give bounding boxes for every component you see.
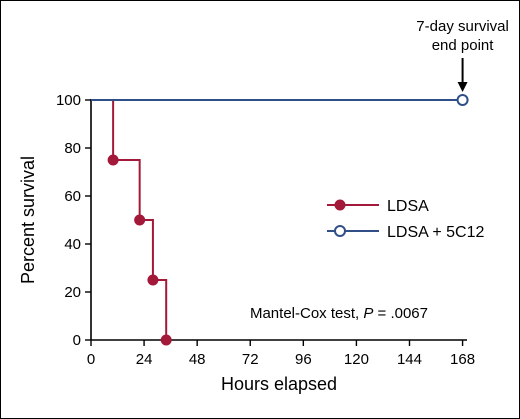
legend-label-0: LDSA bbox=[387, 198, 429, 215]
mantel-cox-prefix: Mantel-Cox test, bbox=[250, 305, 363, 322]
y-tick-label-0: 0 bbox=[73, 332, 81, 349]
y-tick-label-40: 40 bbox=[64, 236, 81, 253]
series-0-point-1 bbox=[134, 214, 146, 226]
mantel-cox-suffix: = .0067 bbox=[373, 305, 428, 322]
series-line-0 bbox=[91, 99, 168, 340]
endpoint-arrow-head bbox=[457, 82, 468, 92]
legend-marker-0 bbox=[334, 199, 346, 211]
y-tick-label-80: 80 bbox=[64, 140, 81, 157]
endpoint-label-line2: end point bbox=[432, 37, 495, 54]
series-0-point-3 bbox=[160, 334, 172, 346]
series-0-point-0 bbox=[107, 154, 119, 166]
x-tick-label-24: 24 bbox=[136, 351, 153, 368]
y-tick-label-20: 20 bbox=[64, 284, 81, 301]
mantel-cox-annotation: Mantel-Cox test, P = .0067 bbox=[250, 305, 428, 322]
series-1-point-0 bbox=[456, 94, 469, 106]
legend: LDSA LDSA + 5C12 bbox=[327, 198, 485, 241]
x-axis-title: Hours elapsed bbox=[221, 374, 337, 394]
annotations: 7-day survival end point Mantel-Cox test… bbox=[250, 18, 509, 322]
x-tick-label-0: 0 bbox=[87, 351, 95, 368]
legend-label-1: LDSA + 5C12 bbox=[387, 224, 485, 241]
x-tick-label-144: 144 bbox=[397, 351, 422, 368]
x-tick-label-72: 72 bbox=[242, 351, 259, 368]
series-0-point-2 bbox=[147, 274, 159, 286]
x-tick-label-48: 48 bbox=[189, 351, 206, 368]
mantel-cox-p: P bbox=[363, 305, 373, 322]
y-axis-title: Percent survival bbox=[18, 156, 38, 284]
y-tick-label-100: 100 bbox=[56, 92, 81, 109]
y-tick-label-60: 60 bbox=[64, 188, 81, 205]
series-layer bbox=[91, 94, 469, 346]
legend-marker-1 bbox=[334, 225, 346, 237]
endpoint-label-line1: 7-day survival bbox=[416, 18, 509, 35]
x-tick-label-96: 96 bbox=[295, 351, 312, 368]
axes: 0 24 48 72 96 120 144 168 0 20 40 60 80 100 bbox=[56, 92, 475, 368]
x-tick-label-168: 168 bbox=[450, 351, 475, 368]
x-tick-label-120: 120 bbox=[344, 351, 369, 368]
